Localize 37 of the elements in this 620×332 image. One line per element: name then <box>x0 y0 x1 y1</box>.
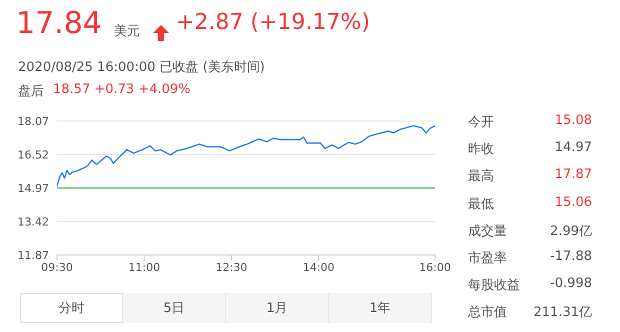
text: 17.84 <box>16 6 102 42</box>
text: 总市值 <box>468 304 507 322</box>
x-tick-label: 14:00 <box>302 260 335 274</box>
text: 2020/08/25 16:00:00 已收盘 (美东时间) <box>18 59 265 76</box>
text: +2.87 (+19.17%) <box>176 10 370 35</box>
tab-button: 1月 <box>226 293 329 323</box>
text: 211.31亿 <box>532 304 592 322</box>
x-tick-label: 09:30 <box>41 260 73 274</box>
tab-button: 1年 <box>329 293 432 323</box>
y-tick-label: 18.07 <box>18 114 49 128</box>
text: 最高 <box>468 168 494 186</box>
text: 美元 <box>114 23 140 40</box>
y-tick-label: 11.87 <box>18 248 49 262</box>
tab-button: 分时 <box>20 293 123 323</box>
text: -17.88 <box>549 249 592 264</box>
text: 市盈率 <box>468 250 507 267</box>
x-tick-label: 11:00 <box>128 260 160 274</box>
text: 15.08 <box>554 113 592 128</box>
text: 18.57 +0.73 +4.09% <box>53 82 191 97</box>
text: 昨收 <box>468 141 494 158</box>
line-series <box>57 125 435 186</box>
y-tick-label: 16.52 <box>18 148 49 162</box>
x-tick-label: 16:00 <box>419 260 451 274</box>
text: 14.97 <box>554 140 592 156</box>
y-tick-label: 14.97 <box>18 182 49 195</box>
text: 每股收益 <box>468 277 520 294</box>
text: 2.99亿 <box>549 222 592 240</box>
x-tick-label: 12:30 <box>216 260 248 274</box>
text: 今开 <box>468 114 494 131</box>
text: 17.87 <box>554 167 592 182</box>
y-tick-label: 13.42 <box>18 215 49 228</box>
text: 15.06 <box>554 194 592 210</box>
tab-button: 5日 <box>123 293 226 323</box>
text: 盘后 <box>18 83 44 100</box>
text: 成交量 <box>468 222 507 240</box>
text: 最低 <box>468 196 494 213</box>
text: -0.998 <box>549 276 592 292</box>
